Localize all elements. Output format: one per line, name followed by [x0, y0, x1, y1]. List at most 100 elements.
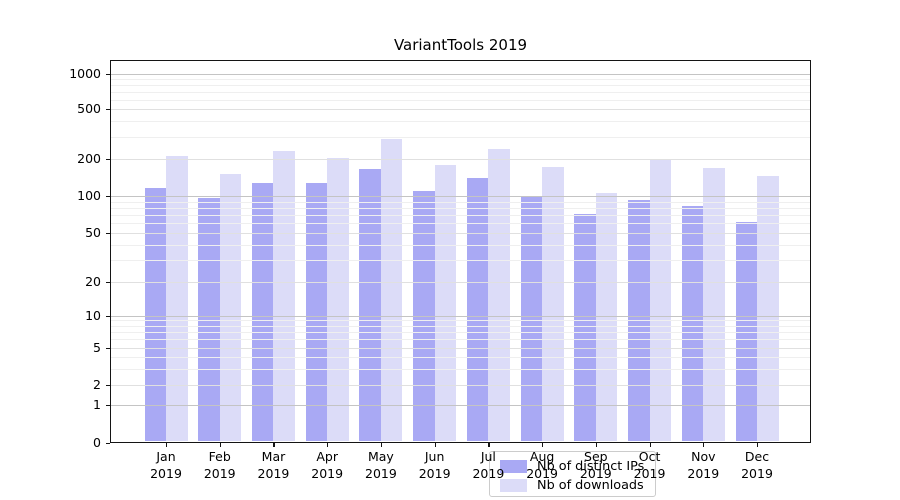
gridline-5 [111, 348, 810, 349]
bar-downloads-aug [542, 167, 564, 441]
gridline-1 [111, 405, 810, 406]
bar-downloads-apr [327, 157, 349, 441]
y-tick-mark-100 [106, 196, 110, 198]
bar-distinct-ips-apr [305, 183, 328, 441]
plot-area: Nb of distinct IPs Nb of downloads [110, 60, 811, 497]
bar-downloads-may [380, 139, 403, 441]
y-tick-label-10: 10 [85, 307, 101, 323]
gridline-800 [111, 85, 810, 87]
y-tick-mark-10 [106, 315, 110, 317]
gridline-400 [111, 121, 810, 123]
y-tick-label-1: 1 [93, 397, 101, 412]
x-tick-mark-aug [542, 443, 544, 447]
x-tick-mark-oct [649, 443, 651, 447]
gridline-4 [111, 357, 810, 358]
gridline-20 [111, 281, 810, 283]
x-tick-mark-nov [703, 443, 705, 447]
bar-downloads-feb [219, 174, 242, 441]
legend-swatch-distinct-ips [500, 459, 527, 473]
bar-downloads-dec [757, 175, 779, 441]
bar-distinct-ips-aug [520, 196, 543, 441]
gridline-6 [111, 339, 810, 341]
gridline-900 [111, 79, 810, 81]
y-tick-mark-1000 [106, 74, 110, 76]
x-tick-label-oct: Oct 2019 [633, 449, 666, 481]
y-tick-label-0: 0 [93, 435, 101, 450]
gridlines-layer [111, 61, 810, 442]
x-tick-mark-apr [327, 443, 329, 447]
x-tick-label-jun: Jun 2019 [418, 449, 451, 481]
x-tick-label-may: May 2019 [365, 449, 397, 481]
y-tick-label-2: 2 [93, 377, 101, 392]
bar-downloads-oct [649, 159, 672, 441]
gridline-50 [111, 233, 810, 234]
legend-swatch-downloads [500, 478, 527, 492]
bar-distinct-ips-jul [466, 178, 489, 441]
y-tick-mark-200 [106, 159, 110, 161]
x-tick-mark-jul [488, 443, 490, 447]
x-tick-label-nov: Nov 2019 [687, 449, 720, 481]
legend-item-downloads: Nb of downloads [500, 476, 647, 494]
x-tick-mark-may [380, 443, 383, 447]
x-tick-mark-feb [219, 443, 221, 447]
bar-downloads-jul [488, 148, 510, 441]
y-tick-label-200: 200 [77, 151, 101, 167]
y-tick-label-5: 5 [93, 340, 101, 355]
bar-distinct-ips-nov [681, 205, 704, 441]
gridline-40 [111, 244, 810, 246]
gridline-60 [111, 223, 810, 225]
x-tick-mark-sep [595, 443, 598, 447]
y-tick-label-500: 500 [77, 101, 101, 117]
gridline-80 [111, 207, 810, 209]
bar-downloads-nov [703, 167, 725, 441]
gridline-300 [111, 137, 810, 139]
x-tick-label-jan: Jan 2019 [150, 449, 182, 481]
gridline-100 [111, 196, 810, 197]
bar-downloads-sep [595, 192, 618, 441]
x-tick-label-aug: Aug 2019 [526, 449, 559, 481]
bar-distinct-ips-jan [144, 188, 166, 441]
x-tick-label-mar: Mar 2019 [257, 449, 290, 481]
bar-distinct-ips-may [359, 169, 381, 441]
gridline-7 [111, 332, 810, 334]
gridline-90 [111, 201, 810, 203]
x-tick-mark-dec [757, 443, 759, 447]
gridline-1000 [111, 74, 810, 75]
x-tick-label-feb: Feb 2019 [203, 449, 236, 481]
y-tick-mark-2 [106, 385, 110, 387]
x-tick-mark-jan [166, 443, 168, 447]
x-tick-label-jul: Jul 2019 [472, 449, 505, 481]
legend-item-distinct-ips: Nb of distinct IPs [500, 457, 647, 475]
gridline-600 [111, 100, 810, 101]
gridline-2 [111, 385, 810, 386]
y-tick-mark-20 [106, 281, 110, 283]
legend: Nb of distinct IPs Nb of downloads [489, 451, 656, 497]
y-tick-mark-50 [106, 233, 110, 235]
x-tick-label-apr: Apr 2019 [311, 449, 344, 481]
legend-label-distinct-ips: Nb of distinct IPs [537, 458, 645, 474]
bar-distinct-ips-feb [198, 198, 220, 441]
gridline-8 [111, 325, 810, 327]
x-tick-label-sep: Sep 2019 [579, 449, 612, 481]
gridline-500 [111, 109, 810, 111]
gridline-70 [111, 215, 810, 217]
y-tick-mark-5 [106, 348, 110, 350]
gridline-9 [111, 320, 810, 322]
x-tick-mark-jun [434, 443, 436, 447]
gridline-3 [111, 368, 810, 370]
gridline-10 [111, 315, 810, 317]
y-tick-label-1000: 1000 [69, 66, 101, 81]
gridline-200 [111, 159, 810, 161]
chart-title: VariantTools 2019 [393, 36, 528, 54]
gridline-700 [111, 92, 810, 94]
y-tick-label-100: 100 [77, 188, 101, 203]
bar-distinct-ips-mar [251, 183, 274, 441]
legend-label-downloads: Nb of downloads [537, 477, 644, 493]
bar-distinct-ips-sep [574, 214, 596, 441]
bar-distinct-ips-dec [735, 222, 758, 441]
y-tick-mark-1 [106, 405, 110, 407]
gridline-30 [111, 260, 810, 262]
x-tick-mark-mar [273, 443, 275, 447]
y-tick-mark-500 [106, 109, 110, 111]
